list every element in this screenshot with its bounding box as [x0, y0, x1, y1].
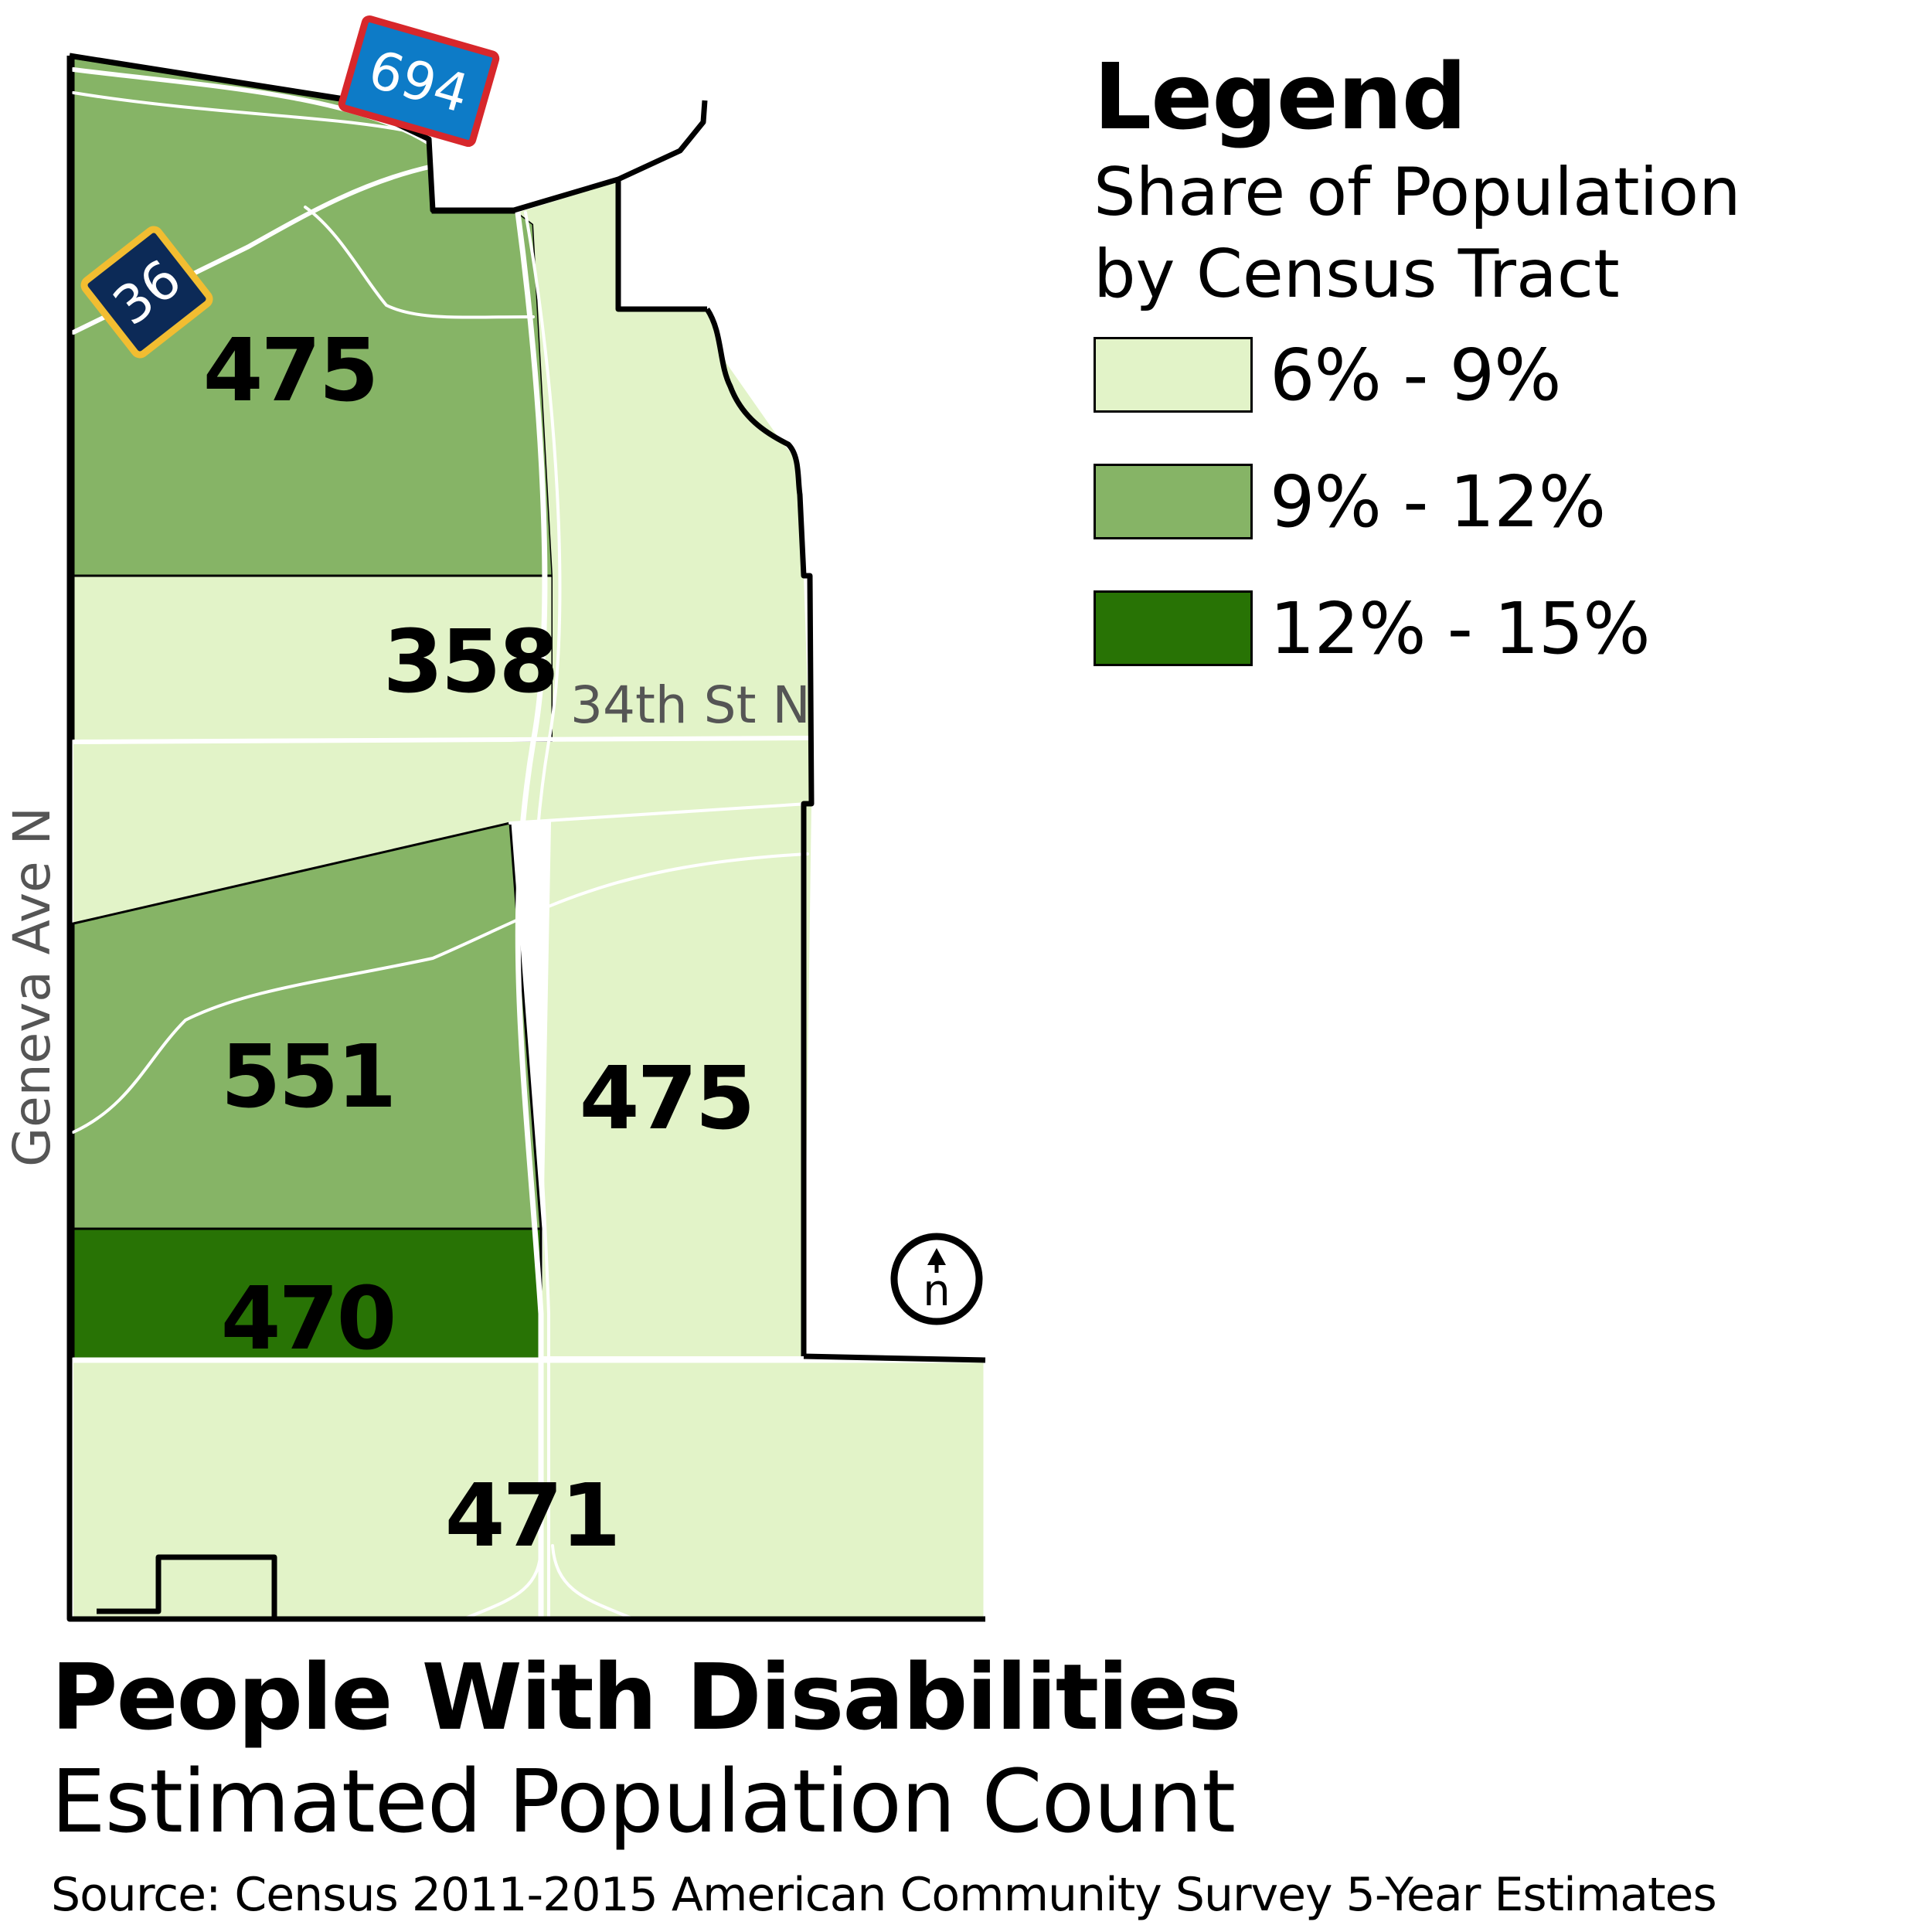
legend-items: 6% - 9% 9% - 12% 12% - 15% [1094, 333, 1866, 670]
tract-label: 475 [580, 1049, 753, 1149]
legend-swatch [1094, 590, 1253, 666]
hwy36-shield-icon: 36 [80, 226, 213, 359]
i694-shield-icon: 694 [338, 15, 500, 148]
tract-label: 551 [221, 1027, 395, 1128]
source-note: Source: Census 2011-2015 American Commun… [51, 1868, 1717, 1922]
street-label-geneva: Geneva Ave N [2, 807, 62, 1167]
tract-mid-light [73, 742, 808, 923]
road-i694-mainline-ns [515, 209, 548, 1622]
tract-label: 470 [221, 1269, 395, 1369]
road-i694-ramp [72, 91, 427, 137]
tract-471[interactable] [73, 1360, 985, 1619]
street-label-34th: 34th St N [570, 675, 811, 735]
tract-labels: 475 358 551 475 470 471 [203, 321, 756, 1566]
legend-item: 12% - 15% [1094, 587, 1866, 670]
census-tract-map: 475 358 551 475 470 471 34th St N Geneva… [2, 15, 988, 1622]
road-i694-mainline-ns2 [524, 211, 562, 1621]
legend-label: 6% - 9% [1270, 333, 1562, 417]
legend-label: 12% - 15% [1270, 587, 1651, 670]
legend-subtitle-line2: by Census Tract [1094, 236, 1620, 313]
road-south-loops [462, 1544, 635, 1621]
city-boundary [66, 53, 986, 1622]
map-title: People With Disabilities [51, 1644, 1242, 1750]
legend: Legend Share of Population by Census Tra… [1094, 46, 1866, 716]
tract-label: 471 [445, 1466, 619, 1566]
road-curve-south [72, 852, 809, 1134]
road-ne-diag [509, 802, 809, 825]
map-subtitle: Estimated Population Count [51, 1752, 1236, 1852]
tract-label: 358 [383, 612, 557, 713]
roads [70, 67, 988, 1622]
road-hwy36 [71, 164, 435, 335]
legend-item: 6% - 9% [1094, 333, 1866, 417]
tract-label: 475 [203, 321, 377, 421]
road-hwy36-curve [304, 206, 535, 319]
legend-item: 9% - 12% [1094, 460, 1866, 543]
legend-swatch [1094, 337, 1253, 413]
legend-label: 9% - 12% [1270, 460, 1606, 543]
north-arrow-label: n [923, 1266, 951, 1316]
legend-subtitle-line1: Share of Population [1094, 154, 1741, 231]
legend-swatch [1094, 464, 1253, 539]
legend-subtitle: Share of Population by Census Tract [1094, 151, 1866, 315]
tract-polygons [72, 56, 985, 1619]
north-arrow-icon: n [890, 1233, 983, 1325]
legend-title: Legend [1094, 43, 1467, 150]
road-34th-st [71, 736, 810, 744]
title-block: People With Disabilities Estimated Popul… [51, 1646, 1921, 1926]
